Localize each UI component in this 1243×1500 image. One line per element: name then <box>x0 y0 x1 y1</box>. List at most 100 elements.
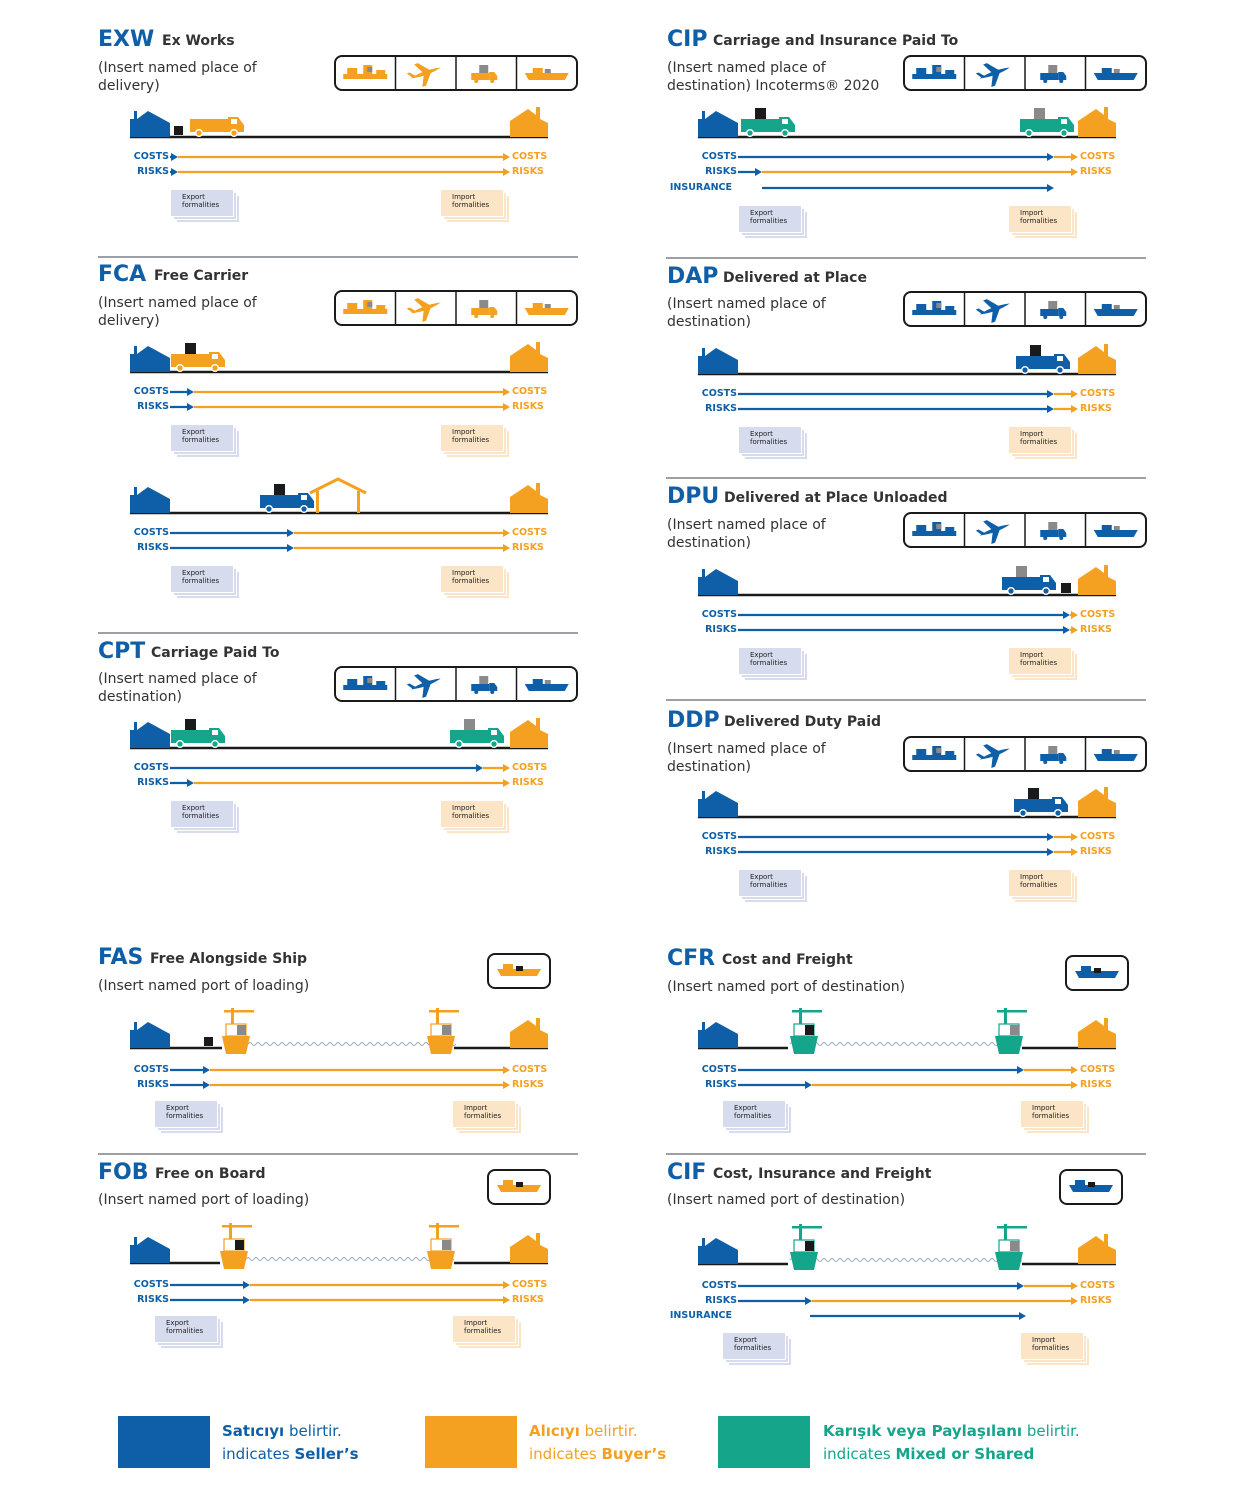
arrow-label: RISKS <box>512 1079 544 1090</box>
arrow-label: COSTS <box>512 1064 548 1075</box>
doc-label: Export formalities <box>750 651 787 667</box>
term-name-cpt: Carriage Paid To <box>151 645 280 661</box>
arrow-label: RISKS <box>705 624 737 635</box>
doc-label: Import formalities <box>1020 209 1057 225</box>
doc-page <box>170 189 234 217</box>
arrow-label: RISKS <box>1080 624 1112 635</box>
arrow-label: COSTS <box>701 388 737 399</box>
doc-label-line1: Export <box>750 873 773 881</box>
term-name-fca: Free Carrier <box>154 268 249 284</box>
terminal-shed-icon <box>309 477 367 513</box>
doc-page <box>1008 869 1072 897</box>
arrow-label: COSTS <box>1080 388 1116 399</box>
doc-label-line2: formalities <box>750 438 788 446</box>
term-code-dpu: DPU <box>667 484 720 509</box>
arrow-label: COSTS <box>701 831 737 842</box>
doc-label-line1: Export <box>182 569 205 577</box>
doc-label-line1: Export <box>734 1336 757 1344</box>
legend-text-seller: Satıcıyı belirtir. indicates Seller’s <box>222 1420 359 1466</box>
arrow-head <box>805 1081 812 1089</box>
arrow-label: COSTS <box>1080 831 1116 842</box>
term-name-exw: Ex Works <box>162 33 235 49</box>
doc-page <box>440 800 504 828</box>
doc-label-line1: Export <box>166 1319 189 1327</box>
doc-page <box>170 424 234 452</box>
buyer-warehouse-icon <box>1078 787 1116 817</box>
ship-icon <box>220 1223 252 1269</box>
seller-factory-icon <box>698 569 738 595</box>
term-code-dap: DAP <box>667 264 719 289</box>
doc-label: Export formalities <box>166 1319 203 1335</box>
doc-label-line1: Export <box>166 1104 189 1112</box>
doc-page <box>1008 205 1072 233</box>
doc-label-line1: Import <box>1020 651 1044 659</box>
legend-swatch-mixed <box>718 1416 810 1468</box>
doc-label: Export formalities <box>166 1104 203 1120</box>
seller-factory-icon <box>698 1238 738 1264</box>
truck-mode-icon <box>471 65 498 83</box>
doc-label: Import formalities <box>452 804 489 820</box>
term-code-cip: CIP <box>667 27 708 52</box>
airplane-icon <box>975 299 1010 324</box>
arrow-head <box>503 764 510 772</box>
arrow-label: COSTS <box>701 1280 737 1291</box>
buyer-warehouse-icon <box>1078 344 1116 374</box>
doc-label-line2: formalities <box>182 577 220 585</box>
export-formalities-doc: Export formalities <box>722 1332 792 1366</box>
arrow-head <box>243 1281 250 1289</box>
arrow-head <box>1071 405 1078 413</box>
ship-mode-icon <box>497 964 541 976</box>
import-formalities-doc: Import formalities <box>440 565 510 599</box>
doc-label-line2: formalities <box>1020 881 1058 889</box>
doc-page <box>452 1315 516 1343</box>
export-formalities-doc: Export formalities <box>170 800 240 834</box>
ship-icon <box>427 1223 459 1269</box>
export-formalities-doc: Export formalities <box>170 424 240 458</box>
arrow-label: COSTS <box>512 151 548 162</box>
doc-label: Import formalities <box>1032 1336 1069 1352</box>
transport-modes-box <box>903 55 1147 91</box>
doc-label-line1: Import <box>452 428 476 436</box>
term-place-dap: (Insert named place of destination) <box>667 296 826 330</box>
term-code-cif: CIF <box>667 1160 707 1185</box>
doc-label-line2: formalities <box>182 201 220 209</box>
arrow-head <box>1071 1066 1078 1074</box>
term-name-ddp: Delivered Duty Paid <box>724 714 882 730</box>
ship-mode-icon <box>524 68 569 80</box>
rail-road-icon <box>343 300 388 314</box>
buyer-truck-icon <box>190 117 244 137</box>
legend-buyer-tr-bold: Alıcıyı <box>529 1422 580 1440</box>
doc-page <box>722 1100 786 1128</box>
doc-label-line2: formalities <box>1032 1344 1070 1352</box>
legend-text-mixed: Karışık veya Paylaşılanı belirtir. indic… <box>823 1420 1080 1466</box>
arrow-head <box>1047 848 1054 856</box>
doc-page <box>1008 647 1072 675</box>
truck-mode-icon <box>1040 746 1067 764</box>
doc-label: Export formalities <box>182 569 219 585</box>
term-place-cpt: (Insert named place of destination) <box>98 671 257 705</box>
doc-page <box>440 565 504 593</box>
arrow-label: RISKS <box>705 846 737 857</box>
term-code-fca: FCA <box>98 262 147 287</box>
ship-mode-icon <box>1093 525 1138 537</box>
transport-modes-box <box>334 666 578 702</box>
arrow-head <box>1047 184 1054 192</box>
doc-label-line1: Import <box>464 1319 488 1327</box>
arrow-label: RISKS <box>137 1294 169 1305</box>
import-formalities-doc: Import formalities <box>1020 1332 1090 1366</box>
doc-label-line2: formalities <box>166 1327 204 1335</box>
term-place-exw: (Insert named place of delivery) <box>98 60 257 94</box>
doc-label: Import formalities <box>452 193 489 209</box>
arrow-head <box>1071 1081 1078 1089</box>
arrow-head <box>1017 1282 1024 1290</box>
sea-wave <box>789 1042 1023 1046</box>
airplane-icon <box>975 63 1010 88</box>
export-formalities-doc: Export formalities <box>738 647 808 681</box>
term-place-ddp: (Insert named place of destination) <box>667 741 826 775</box>
doc-label-line1: Export <box>182 193 205 201</box>
buyer-warehouse-icon <box>510 107 548 137</box>
cargo-box-icon <box>174 126 183 135</box>
legend-text-buyer: Alıcıyı belirtir. indicates Buyer’s <box>529 1420 666 1466</box>
term-code-cpt: CPT <box>98 639 146 664</box>
arrow-head <box>203 1066 210 1074</box>
